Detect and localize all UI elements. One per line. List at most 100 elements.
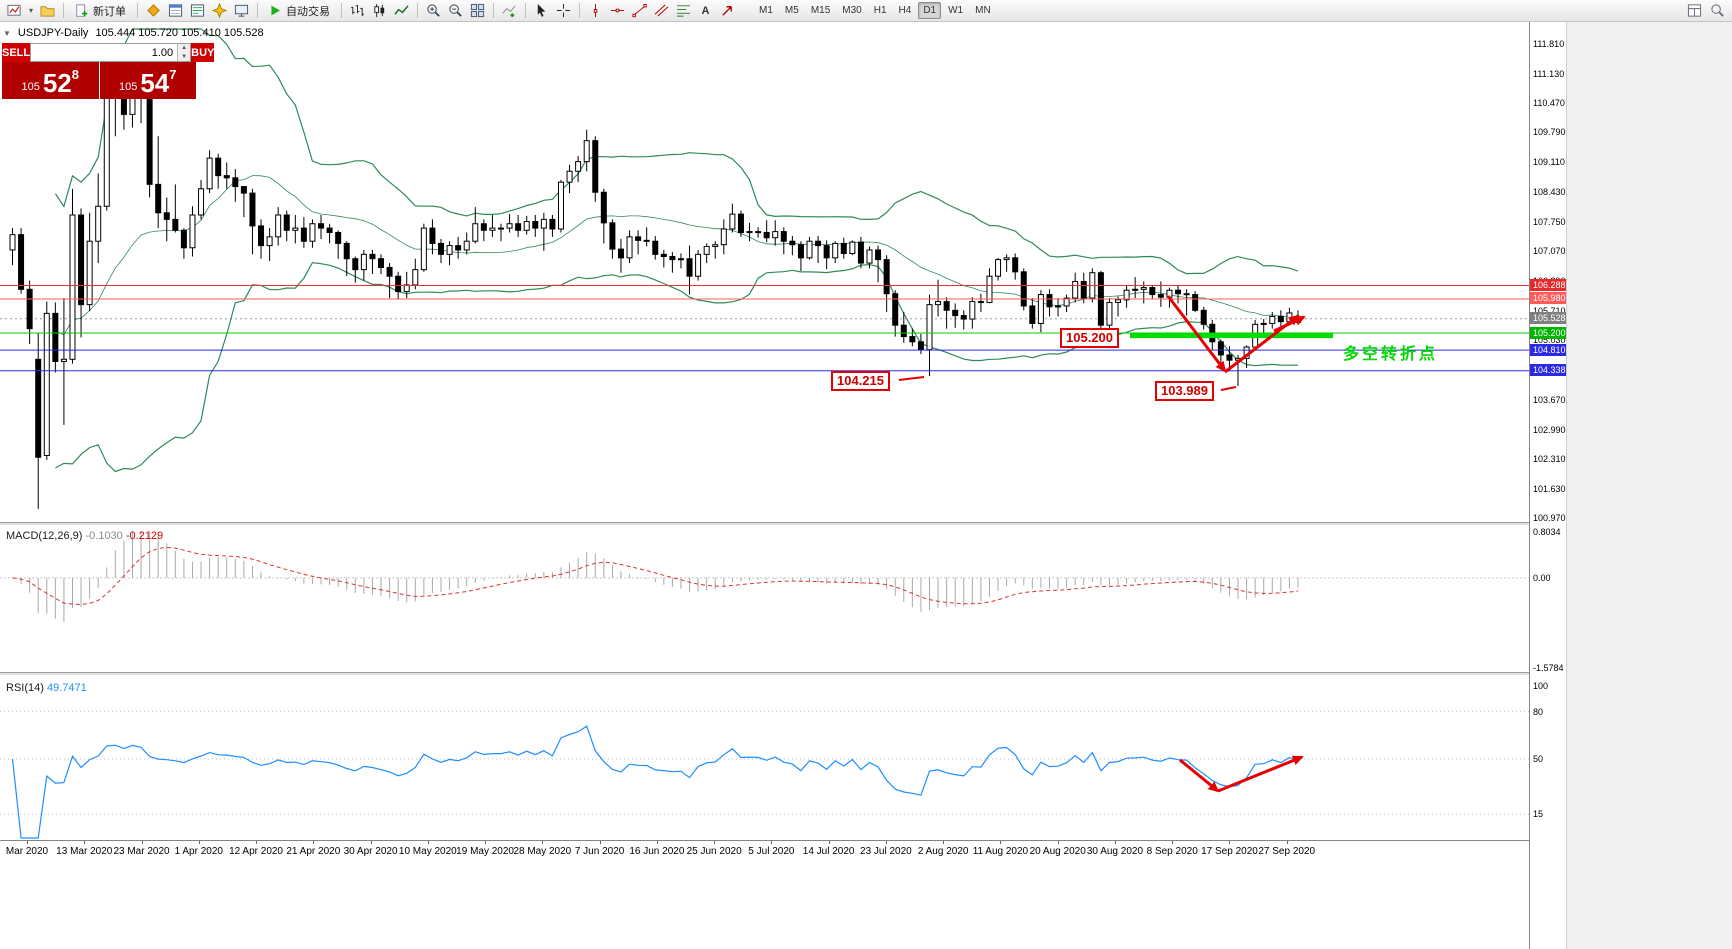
price-axis-label: 102.990 [1533,424,1566,435]
rsi-name: RSI(14) [6,682,44,694]
auto-trading-label: 自动交易 [286,5,330,18]
text-tool-icon[interactable]: A [701,4,710,17]
timeframe-w1[interactable]: W1 [948,5,964,16]
navigator-icon[interactable] [209,1,230,20]
price-annotation[interactable]: 104.215 [831,371,890,391]
macd-scale-label: 0.00 [1533,572,1551,583]
timeframe-toolbar: M1 M5 M15 M30 H1 H4 D1 W1 MN [753,2,997,19]
buy-price-button[interactable]: 105 54 7 [99,62,196,99]
timeframe-m5[interactable]: M5 [784,5,799,16]
candlestick-chart-icon[interactable] [369,1,390,20]
time-axis-label: 7 Jun 2020 [574,846,625,857]
zoom-in-icon[interactable] [423,1,444,20]
price-tag: 105.528 [1530,312,1566,325]
price-tag: 104.810 [1530,343,1566,356]
rsi-scale-label: 100 [1533,681,1549,691]
horizontal-line-objects [0,284,1529,372]
new-chart-dropdown-icon[interactable]: ▾ [28,6,33,15]
time-axis-tick [313,841,315,844]
indicators-icon[interactable] [499,1,520,20]
fibonacci-icon[interactable] [673,1,694,20]
quotes-icon[interactable] [143,1,164,20]
market-watch-icon[interactable] [165,1,186,20]
new-chart-icon[interactable] [4,1,25,20]
profiles-icon[interactable] [37,1,58,20]
timeframe-m15[interactable]: M15 [810,5,831,16]
bar-chart-icon[interactable] [347,1,368,20]
macd-name: MACD(12,26,9) [6,530,83,542]
timeframe-h4[interactable]: H4 [898,5,912,16]
trendline-icon[interactable] [629,1,650,20]
chart-canvas[interactable] [0,22,1566,949]
toolbar-separator [63,3,64,18]
price-axis[interactable]: 111.810 111.130 110.470 109.790 109.110 108.4… [1529,22,1566,949]
zoom-out-icon[interactable] [445,1,466,20]
line-chart-icon[interactable] [391,1,412,20]
terminal-icon[interactable] [231,1,252,20]
timeframe-m1[interactable]: M1 [759,5,773,16]
channel-icon[interactable] [651,1,672,20]
cursor-icon[interactable] [531,1,552,20]
sell-button[interactable]: SELL [2,43,31,62]
data-window-icon[interactable] [187,1,208,20]
new-order-button[interactable]: 新订单 [69,1,132,20]
time-axis-tick [1286,841,1288,844]
panel-splitter[interactable] [0,672,1566,676]
price-annotation[interactable]: 103.989 [1155,381,1214,401]
turning-point-label[interactable]: 多空转折点 [1343,346,1439,363]
time-axis-label: 30 Apr 2020 [343,846,398,857]
auto-trading-button[interactable]: 自动交易 [263,1,336,20]
price-axis-label: 107.750 [1533,216,1566,227]
price-axis-label: 110.470 [1533,97,1565,108]
price-tag: 104.338 [1530,364,1566,377]
timeframe-mn[interactable]: MN [975,5,991,16]
time-axis-label: 19 May 2020 [456,846,514,857]
timeframe-m30[interactable]: M30 [842,5,862,16]
time-axis-tick [141,841,143,844]
volume-input[interactable] [31,44,178,61]
new-order-label: 新订单 [93,5,126,18]
time-axis-label: Mar 2020 [5,846,49,857]
vertical-line-icon[interactable] [585,1,606,20]
buy-button[interactable]: BUY [191,43,215,62]
price-axis-label: 109.790 [1533,127,1566,138]
time-axis-tick [427,841,429,844]
search-icon[interactable] [1707,1,1728,20]
time-axis[interactable]: Mar 2020 13 Mar 2020 23 Mar 2020 1 Apr 2020… [0,840,1566,862]
time-axis-label: 23 Jul 2020 [860,846,912,857]
time-axis-tick [27,841,28,844]
crosshair-icon[interactable] [553,1,574,20]
price-annotation[interactable]: 105.200 [1060,328,1119,348]
layout-icon[interactable] [1684,1,1705,20]
new-order-icon [76,3,88,17]
arrow-tool-icon[interactable] [717,1,738,20]
red-arrow [1273,315,1306,333]
time-axis-label: 5 Jul 2020 [748,846,795,857]
volume-box: ▲ ▼ [30,43,192,62]
toolbar-separator [137,3,138,18]
sell-price-pip: 8 [71,67,79,82]
price-axis-label: 100.970 [1533,513,1566,524]
toolbar-separator [341,3,342,18]
time-axis-label: 27 Sep 2020 [1258,846,1316,857]
volume-up-button[interactable]: ▲ [178,44,191,53]
horizontal-line-icon[interactable] [607,1,628,20]
time-axis-label: 11 Aug 2020 [972,846,1029,857]
one-click-toggle-icon[interactable]: ▼ [3,28,11,38]
trend-arrows[interactable] [898,295,1306,793]
tile-windows-icon[interactable] [467,1,488,20]
timeframe-h1[interactable]: H1 [873,5,887,16]
bollinger-bands [54,28,1299,473]
timeframe-d1[interactable]: D1 [918,2,942,19]
panel-splitter[interactable] [0,522,1566,526]
main-toolbar: ▾ 新订单 自动交易 [0,0,1732,22]
sell-price-button[interactable]: 105 52 8 [2,62,99,99]
chart-ohlc-values: 105.444 105.720 105.410 105.528 [95,27,264,39]
time-axis-tick [943,841,945,844]
time-axis-label: 17 Sep 2020 [1201,846,1258,857]
toolbar-separator [493,3,494,18]
time-axis-tick [1114,841,1116,844]
volume-down-button[interactable]: ▼ [178,52,191,61]
price-axis-label: 111.130 [1533,68,1565,79]
